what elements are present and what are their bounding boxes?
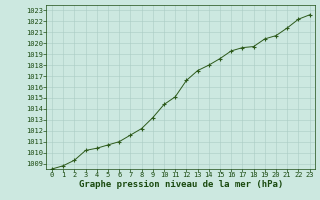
X-axis label: Graphe pression niveau de la mer (hPa): Graphe pression niveau de la mer (hPa) [79,180,283,189]
